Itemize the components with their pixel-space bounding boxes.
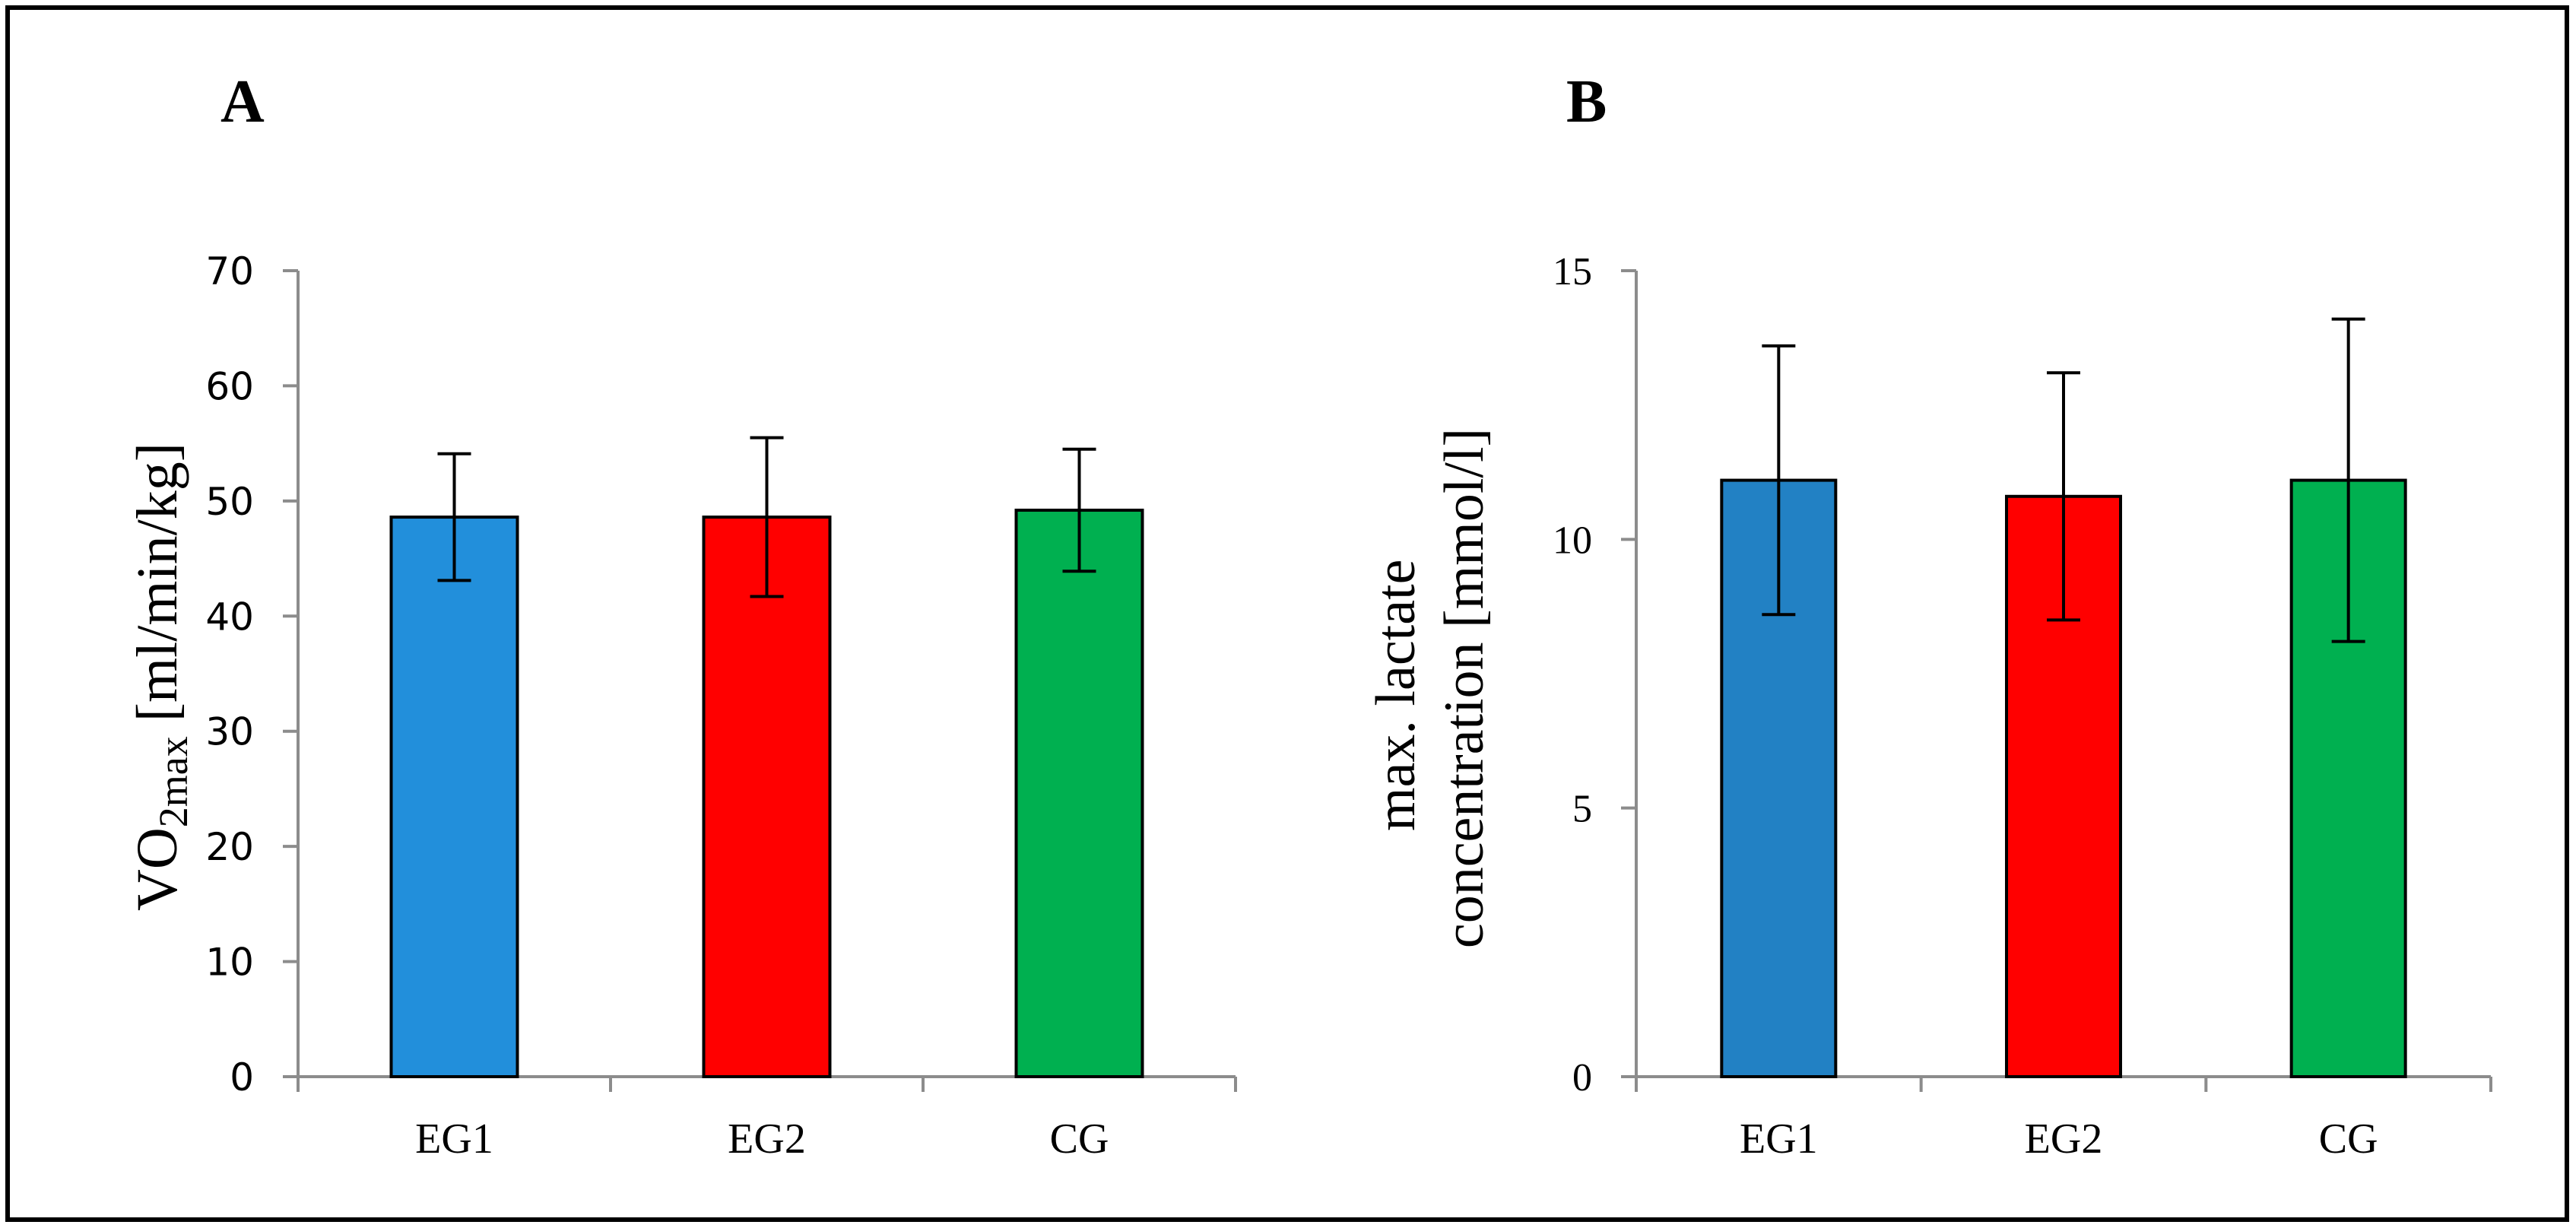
panel-b-y-axis-label-line1: max. lactate [1365, 560, 1427, 831]
panel-b-y-axis-label: max. lactate concentration [mmol/l] [1365, 428, 1496, 948]
panel-b-y-tick-label: 5 [1572, 788, 1592, 831]
panel-a-y-tick-label: 10 [205, 941, 254, 985]
panel-a-bar-cg [1014, 508, 1144, 1078]
panel-a-plot-area: 0 10 20 30 40 50 60 70 EG1 EG2 CG [205, 249, 1237, 1163]
panel-b-y-tick-label: 10 [1553, 519, 1592, 562]
panel-b-y-axis-label-line2: concentration [mmol/l] [1433, 428, 1496, 948]
panel-a-y-tick-label: 60 [205, 364, 254, 408]
panel-b: B max. lactate concentration [mmol/l] 0 5… [1365, 68, 2492, 1163]
panel-b-plot-area: 0 5 10 15 EG1 EG2 CG [1553, 250, 2492, 1163]
panel-b-x-tick-label: EG1 [1740, 1115, 1818, 1163]
panel-b-y-tick-label: 15 [1553, 250, 1592, 294]
panel-a-x-tick-label: EG2 [728, 1115, 806, 1163]
panel-a-y-tick-label: 30 [205, 710, 254, 754]
panel-a-bar-eg1 [389, 516, 519, 1078]
panel-a-y-axis-label: VO2max [ml/min/kg] [125, 443, 196, 911]
panel-b-x-tick-label: EG2 [2025, 1115, 2103, 1163]
panel-a-y-tick-label: 50 [205, 480, 254, 524]
panel-a-y-tick-label: 20 [205, 825, 254, 869]
panel-b-y-tick-label: 0 [1572, 1056, 1592, 1099]
panel-a-label: A [220, 68, 265, 135]
panel-a-x-tick-label: EG1 [415, 1115, 493, 1163]
panel-a: A VO2max [ml/min/kg] 0 10 20 30 40 50 60 70 EG1 E… [125, 68, 1237, 1163]
panel-a-bar-eg2 [702, 516, 832, 1078]
panel-a-x-tick-label: CG [1050, 1115, 1109, 1163]
panel-a-y-tick-label: 70 [205, 249, 254, 294]
panel-b-label: B [1566, 68, 1607, 135]
panel-a-y-tick-label: 0 [230, 1055, 254, 1099]
panel-a-y-tick-label: 40 [205, 595, 254, 639]
panel-b-x-tick-label: CG [2319, 1115, 2378, 1163]
